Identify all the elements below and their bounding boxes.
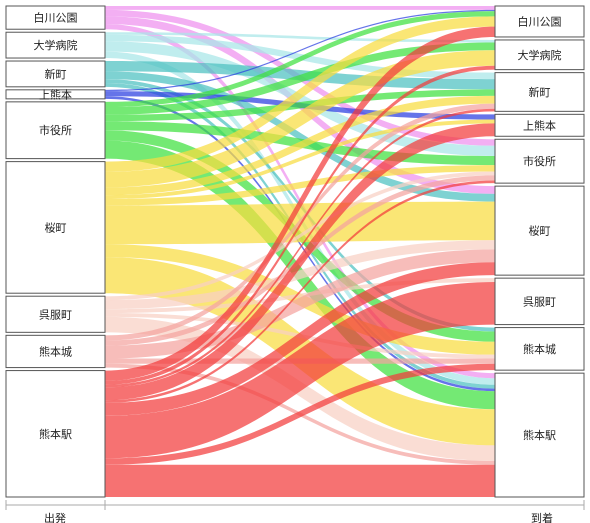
flow-ribbon bbox=[105, 42, 495, 115]
flow-ribbon bbox=[105, 103, 495, 341]
source-node bbox=[5, 161, 106, 294]
source-node bbox=[5, 31, 106, 59]
station-nodes: 白川公園大学病院新町上熊本市役所桜町呉服町熊本城熊本駅白川公園大学病院新町上熊本… bbox=[5, 5, 585, 498]
target-node bbox=[494, 72, 585, 112]
flow-ribbon bbox=[105, 6, 495, 10]
source-node-label: 熊本城 bbox=[39, 344, 72, 358]
target-node-label: 呉服町 bbox=[523, 295, 556, 308]
flow-ribbon bbox=[105, 16, 495, 172]
flow-ribbon bbox=[105, 26, 495, 381]
flow-ribbon bbox=[105, 71, 495, 202]
target-node bbox=[494, 185, 585, 276]
flow-ribbon bbox=[105, 123, 495, 401]
flow-ribbon bbox=[105, 89, 495, 122]
flow-ribbon bbox=[105, 11, 495, 108]
target-node bbox=[494, 39, 585, 71]
target-node bbox=[494, 327, 585, 371]
target-node-label: 上熊本 bbox=[523, 118, 556, 132]
target-node bbox=[494, 138, 585, 184]
source-node-label: 呉服町 bbox=[39, 308, 72, 321]
flow-ribbon bbox=[105, 9, 495, 92]
source-node bbox=[5, 334, 106, 369]
flow-ribbon bbox=[105, 249, 495, 359]
target-node bbox=[494, 113, 585, 137]
target-node-label: 大学病院 bbox=[518, 48, 562, 62]
flow-ribbon bbox=[105, 363, 495, 465]
source-node-label: 白川公園 bbox=[34, 11, 78, 25]
flow-ribbon bbox=[105, 464, 495, 497]
target-node-label: 熊本城 bbox=[523, 342, 556, 356]
target-node-label: 熊本駅 bbox=[523, 428, 556, 442]
flow-ribbon bbox=[105, 165, 495, 206]
flow-ribbons bbox=[105, 6, 495, 497]
target-node-label: 白川公園 bbox=[518, 14, 562, 28]
source-node bbox=[5, 89, 106, 100]
source-node-label: 大学病院 bbox=[34, 38, 78, 52]
target-node bbox=[494, 277, 585, 326]
flow-ribbon bbox=[105, 278, 495, 313]
source-node bbox=[5, 60, 106, 88]
target-node-label: 新町 bbox=[529, 85, 551, 99]
axis-area: 出発 到着 bbox=[5, 500, 585, 523]
source-node bbox=[5, 5, 106, 30]
flow-ribbon bbox=[105, 240, 495, 310]
source-node-label: 新町 bbox=[45, 67, 67, 81]
flow-ribbon bbox=[105, 180, 495, 403]
flow-ribbon bbox=[105, 50, 495, 188]
target-axis-label: 到着 bbox=[531, 511, 553, 523]
target-node-label: 市役所 bbox=[523, 154, 556, 168]
source-node-label: 桜町 bbox=[45, 220, 67, 234]
flow-ribbon bbox=[105, 108, 495, 388]
source-node-label: 上熊本 bbox=[39, 87, 72, 101]
flow-ribbon bbox=[105, 171, 495, 301]
target-node-label: 桜町 bbox=[529, 224, 551, 238]
target-node bbox=[494, 372, 585, 498]
source-node bbox=[5, 295, 106, 333]
source-node-label: 熊本駅 bbox=[39, 427, 72, 441]
flow-ribbon bbox=[105, 119, 495, 200]
flow-ribbon bbox=[105, 262, 495, 416]
flow-ribbon bbox=[105, 95, 495, 196]
flow-ribbon bbox=[105, 96, 495, 392]
source-node-label: 市役所 bbox=[39, 123, 72, 137]
source-node bbox=[5, 370, 106, 498]
flow-ribbon bbox=[105, 65, 495, 385]
flow-ribbon bbox=[105, 282, 495, 459]
source-axis-label: 出発 bbox=[44, 511, 66, 523]
target-node bbox=[494, 5, 585, 38]
source-node bbox=[5, 101, 106, 160]
